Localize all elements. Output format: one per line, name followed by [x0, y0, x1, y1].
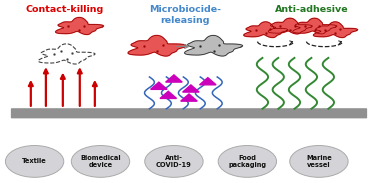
Polygon shape — [293, 18, 337, 34]
Polygon shape — [160, 91, 177, 98]
Polygon shape — [38, 44, 95, 64]
Polygon shape — [128, 35, 186, 56]
Text: Textile: Textile — [22, 158, 47, 164]
Polygon shape — [150, 82, 167, 89]
FancyBboxPatch shape — [11, 108, 367, 118]
Ellipse shape — [290, 145, 348, 177]
Text: Anti-adhesive: Anti-adhesive — [274, 5, 348, 14]
Ellipse shape — [218, 145, 277, 177]
Text: Marine
vessel: Marine vessel — [306, 155, 332, 168]
Polygon shape — [184, 35, 243, 56]
Polygon shape — [181, 94, 197, 101]
Polygon shape — [268, 18, 312, 34]
Polygon shape — [200, 78, 216, 85]
Text: Anti-
COVID-19: Anti- COVID-19 — [156, 155, 192, 168]
Text: Biomedical
device: Biomedical device — [80, 155, 121, 168]
Polygon shape — [244, 22, 288, 38]
Polygon shape — [183, 85, 199, 92]
Text: Contact-killing: Contact-killing — [26, 5, 104, 14]
Polygon shape — [166, 75, 182, 82]
Text: Microbiocide-
releasing: Microbiocide- releasing — [149, 5, 221, 25]
Polygon shape — [313, 22, 358, 38]
Ellipse shape — [5, 145, 64, 177]
Polygon shape — [56, 17, 104, 34]
Ellipse shape — [71, 145, 130, 177]
Ellipse shape — [145, 145, 203, 177]
Text: Food
packaging: Food packaging — [228, 155, 266, 168]
